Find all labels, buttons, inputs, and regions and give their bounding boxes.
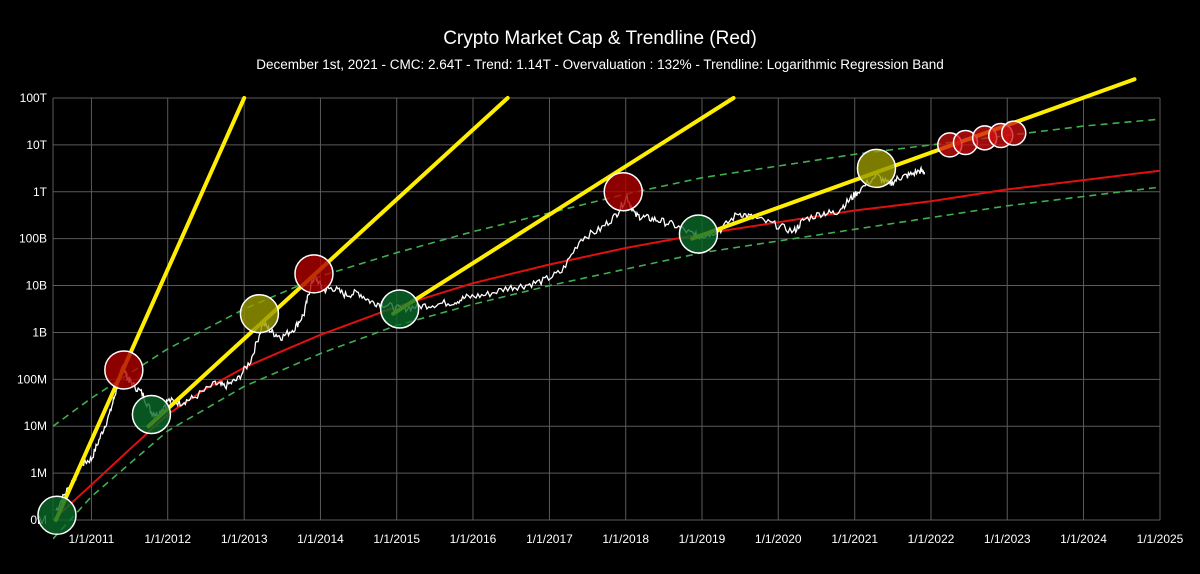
x-tick-label: 1/1/2014 — [297, 532, 344, 546]
x-tick-label: 1/1/2024 — [1060, 532, 1107, 546]
cycle-trend-line — [391, 96, 736, 316]
bottom-marker — [131, 394, 172, 435]
top-marker — [603, 172, 643, 212]
y-tick-label: 100B — [19, 232, 47, 246]
chart-subtitle: December 1st, 2021 - CMC: 2.64T - Trend:… — [256, 57, 944, 72]
x-tick-label: 1/1/2017 — [526, 532, 573, 546]
x-tick-label: 1/1/2025 — [1137, 532, 1184, 546]
cycle-trend-line — [690, 77, 1137, 241]
top-marker — [104, 350, 144, 390]
y-tick-label: 1M — [30, 466, 47, 480]
x-tick-label: 1/1/2013 — [221, 532, 268, 546]
y-tick-label: 1T — [33, 185, 48, 199]
x-tick-label: 1/1/2021 — [831, 532, 878, 546]
x-tick-label: 1/1/2011 — [69, 532, 115, 546]
projection-marker — [1000, 120, 1027, 146]
x-tick-label: 1/1/2020 — [755, 532, 802, 546]
y-tick-label: 10M — [24, 419, 47, 433]
x-tick-label: 1/1/2019 — [679, 532, 726, 546]
chart-title: Crypto Market Cap & Trendline (Red) — [443, 28, 757, 49]
x-tick-label: 1/1/2018 — [602, 532, 649, 546]
x-tick-label: 1/1/2016 — [450, 532, 497, 546]
y-tick-label: 10T — [26, 138, 47, 152]
x-tick-label: 1/1/2022 — [908, 532, 955, 546]
x-tick-label: 1/1/2023 — [984, 532, 1031, 546]
y-tick-label: 100T — [20, 91, 48, 105]
y-tick-label: 10B — [26, 279, 47, 293]
mid-marker — [856, 148, 897, 189]
x-tick-label: 1/1/2012 — [144, 532, 191, 546]
y-tick-label: 100M — [17, 372, 47, 386]
bottom-marker — [678, 214, 719, 254]
mid-marker — [239, 293, 280, 334]
bottom-marker — [379, 289, 420, 329]
top-marker — [294, 254, 334, 294]
x-tick-label: 1/1/2015 — [373, 532, 420, 546]
cycle-trend-line — [53, 96, 247, 522]
upper-band-line — [53, 118, 1161, 427]
y-tick-label: 1B — [32, 325, 47, 339]
bottom-marker — [37, 495, 77, 536]
